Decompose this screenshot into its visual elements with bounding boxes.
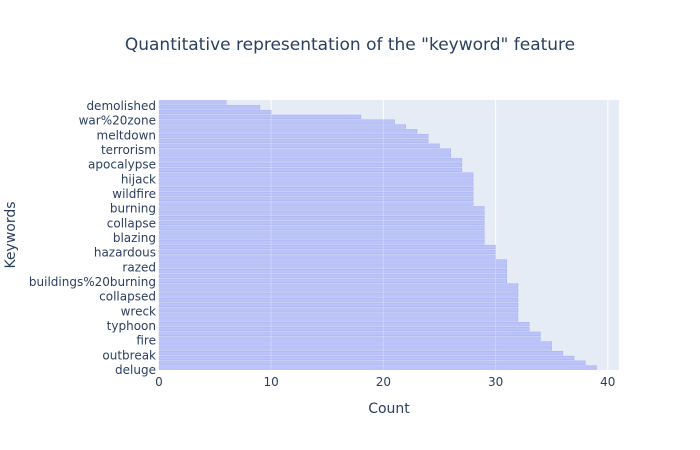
bar-13 bbox=[158, 162, 463, 168]
bar-36 bbox=[158, 273, 508, 279]
y-tick-label-5: hijack bbox=[121, 172, 156, 186]
bar-51 bbox=[158, 346, 552, 351]
bar-1 bbox=[158, 105, 261, 110]
x-tick-label-0: 0 bbox=[155, 375, 163, 389]
bar-28 bbox=[158, 235, 485, 240]
bar-35 bbox=[158, 269, 508, 274]
bar-17 bbox=[158, 182, 474, 187]
bar-14 bbox=[158, 167, 463, 173]
y-tick-label-6: wildfire bbox=[112, 187, 156, 201]
x-axis-title: Count bbox=[368, 401, 410, 417]
bar-32 bbox=[158, 254, 496, 259]
x-tick-label-40: 40 bbox=[600, 375, 615, 389]
bar-52 bbox=[158, 350, 564, 356]
bar-19 bbox=[158, 191, 474, 197]
bar-23 bbox=[158, 211, 485, 216]
y-tick-label-13: collapsed bbox=[99, 290, 156, 304]
bar-43 bbox=[158, 307, 519, 312]
bar-39 bbox=[158, 288, 519, 293]
y-axis-title: Keywords bbox=[3, 201, 19, 268]
bar-44 bbox=[158, 312, 519, 317]
bar-29 bbox=[158, 240, 485, 245]
y-tick-label-11: razed bbox=[122, 260, 156, 274]
bar-2 bbox=[158, 109, 272, 115]
y-tick-label-2: meltdown bbox=[97, 128, 157, 142]
y-tick-label-1: war%20zone bbox=[79, 114, 156, 128]
bar-7 bbox=[158, 134, 429, 139]
bar-10 bbox=[158, 148, 451, 153]
bar-49 bbox=[158, 336, 541, 341]
y-tick-label-7: burning bbox=[110, 202, 156, 216]
bar-22 bbox=[158, 206, 485, 211]
chart-title: Quantitative representation of the "keyw… bbox=[125, 35, 575, 55]
bar-30 bbox=[158, 244, 496, 250]
bar-38 bbox=[158, 283, 519, 288]
bar-40 bbox=[158, 293, 519, 298]
bar-11 bbox=[158, 153, 451, 158]
bar-12 bbox=[158, 158, 463, 163]
bars bbox=[158, 100, 597, 370]
bar-48 bbox=[158, 331, 541, 336]
y-tick-label-17: outbreak bbox=[102, 348, 156, 362]
y-tick-labels: demolishedwar%20zonemeltdownterrorismapo… bbox=[29, 99, 156, 377]
y-tick-label-14: wreck bbox=[121, 304, 156, 318]
y-tick-label-12: buildings%20burning bbox=[29, 275, 156, 289]
y-tick-label-0: demolished bbox=[86, 99, 156, 113]
bar-25 bbox=[158, 220, 485, 226]
bar-41 bbox=[158, 297, 519, 303]
bar-21 bbox=[158, 201, 474, 206]
bar-26 bbox=[158, 225, 485, 230]
y-tick-label-18: deluge bbox=[115, 363, 156, 377]
bar-47 bbox=[158, 326, 530, 332]
x-tick-label-20: 20 bbox=[376, 375, 391, 389]
bar-34 bbox=[158, 264, 508, 269]
x-tick-label-30: 30 bbox=[488, 375, 503, 389]
bar-16 bbox=[158, 177, 474, 182]
bar-5 bbox=[158, 124, 407, 129]
bar-46 bbox=[158, 322, 530, 327]
bar-42 bbox=[158, 302, 519, 308]
bar-33 bbox=[158, 259, 508, 264]
bar-55 bbox=[158, 365, 597, 370]
y-tick-label-3: terrorism bbox=[101, 143, 156, 157]
bar-37 bbox=[158, 278, 508, 283]
bar-9 bbox=[158, 143, 440, 148]
bar-3 bbox=[158, 114, 362, 120]
bar-27 bbox=[158, 230, 485, 235]
bar-0 bbox=[158, 100, 227, 105]
bar-31 bbox=[158, 249, 496, 255]
bar-8 bbox=[158, 138, 429, 144]
y-tick-label-10: hazardous bbox=[94, 246, 156, 260]
bar-45 bbox=[158, 317, 519, 322]
bar-24 bbox=[158, 215, 485, 221]
plot-background bbox=[159, 100, 619, 370]
bar-15 bbox=[158, 172, 474, 177]
bar-54 bbox=[158, 360, 586, 365]
y-tick-label-8: collapse bbox=[107, 216, 156, 230]
grid-lines bbox=[158, 100, 609, 370]
bar-4 bbox=[158, 119, 395, 124]
bar-20 bbox=[158, 196, 474, 201]
x-tick-label-10: 10 bbox=[264, 375, 279, 389]
bar-50 bbox=[158, 341, 552, 346]
bar-6 bbox=[158, 129, 418, 134]
x-tick-labels: 0 10 20 30 40 bbox=[155, 375, 615, 389]
bar-53 bbox=[158, 355, 575, 361]
y-tick-label-16: fire bbox=[136, 334, 156, 348]
y-tick-label-9: blazing bbox=[113, 231, 156, 245]
bar-18 bbox=[158, 187, 474, 192]
y-tick-label-4: apocalypse bbox=[88, 158, 156, 172]
y-tick-label-15: typhoon bbox=[107, 319, 156, 333]
